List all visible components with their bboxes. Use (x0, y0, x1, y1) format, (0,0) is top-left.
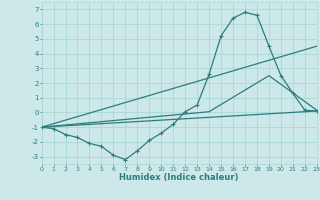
X-axis label: Humidex (Indice chaleur): Humidex (Indice chaleur) (119, 173, 239, 182)
